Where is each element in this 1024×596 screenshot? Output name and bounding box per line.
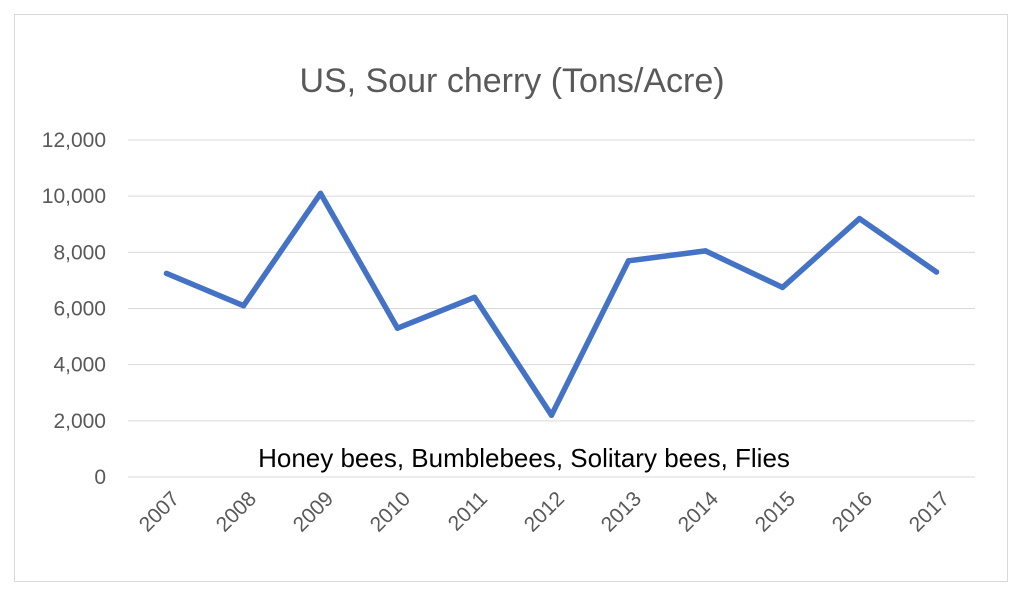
y-tick-label: 12,000 <box>42 129 106 152</box>
data-point <box>471 294 478 300</box>
data-point <box>317 190 324 197</box>
y-tick-label: 10,000 <box>42 185 106 208</box>
data-point <box>779 284 786 291</box>
data-point <box>856 215 863 222</box>
chart-title: US, Sour cherry (Tons/Acre) <box>299 62 724 100</box>
y-tick-label: 6,000 <box>53 298 106 321</box>
x-tick-label: 2012 <box>520 487 569 536</box>
chart-frame <box>14 14 1008 582</box>
x-tick-label: 2007 <box>135 487 184 536</box>
x-tick-label: 2008 <box>212 487 261 536</box>
x-tick-label: 2014 <box>674 487 724 537</box>
x-tick-label: 2011 <box>444 487 492 535</box>
data-point <box>394 325 401 331</box>
x-axis-ticks: 2007 2008 2009 2010 2011 2012 2013 2014 2015 2016… <box>135 487 954 537</box>
data-point <box>625 258 632 264</box>
x-tick-label: 2013 <box>597 487 646 536</box>
series-points <box>163 190 940 418</box>
y-tick-label: 0 <box>94 466 106 489</box>
data-point <box>548 412 555 418</box>
data-point <box>240 302 247 309</box>
data-point <box>702 248 709 254</box>
y-tick-label: 4,000 <box>53 354 106 377</box>
x-tick-label: 2009 <box>289 487 338 536</box>
y-tick-label: 8,000 <box>53 241 106 264</box>
pollinator-annotation: Honey bees, Bumblebees, Solitary bees, F… <box>258 443 790 473</box>
gridlines <box>128 139 975 478</box>
y-tick-label: 2,000 <box>53 410 106 433</box>
x-tick-label: 2010 <box>366 487 415 536</box>
x-tick-label: 2016 <box>828 487 877 536</box>
data-point <box>933 269 940 275</box>
x-tick-label: 2017 <box>905 487 954 536</box>
data-point <box>163 270 170 277</box>
x-tick-label: 2015 <box>751 487 800 536</box>
series-line <box>163 190 940 418</box>
y-axis-ticks: 0 2,000 4,000 6,000 8,000 10,000 12,000 <box>42 129 106 489</box>
